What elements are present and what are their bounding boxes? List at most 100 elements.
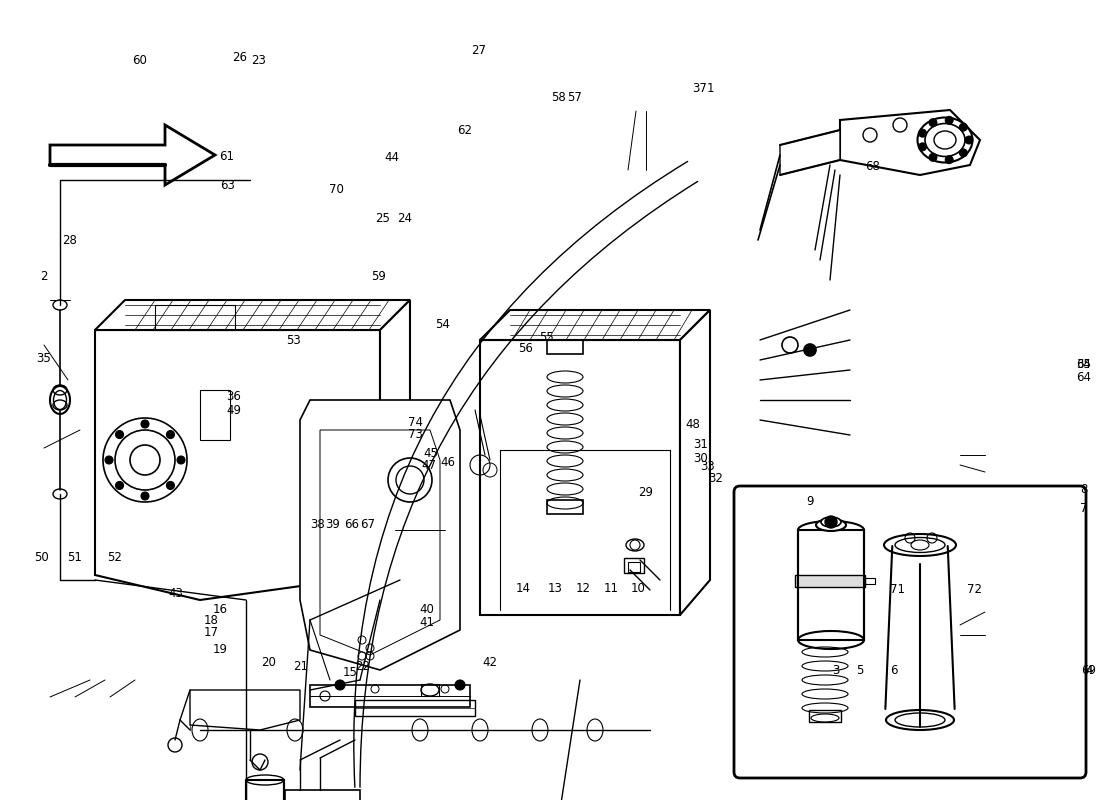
Text: 67: 67 xyxy=(360,518,375,531)
Text: 47: 47 xyxy=(421,459,437,472)
Text: 64: 64 xyxy=(1076,371,1091,384)
Text: 35: 35 xyxy=(36,352,52,365)
Text: 55: 55 xyxy=(539,331,554,344)
Bar xyxy=(310,685,470,707)
Text: 26: 26 xyxy=(232,51,248,64)
Circle shape xyxy=(166,430,175,438)
Bar xyxy=(798,530,864,640)
Text: 43: 43 xyxy=(168,587,184,600)
Polygon shape xyxy=(50,125,215,185)
Polygon shape xyxy=(379,300,410,575)
Circle shape xyxy=(930,118,937,126)
Circle shape xyxy=(141,420,149,428)
Polygon shape xyxy=(395,490,446,570)
Text: 30: 30 xyxy=(693,452,708,465)
FancyBboxPatch shape xyxy=(734,486,1086,778)
Text: 51: 51 xyxy=(67,551,82,564)
Text: 3: 3 xyxy=(833,664,839,677)
Text: 19: 19 xyxy=(212,643,228,656)
Text: 5: 5 xyxy=(857,664,864,677)
Text: 52: 52 xyxy=(107,551,122,564)
Text: 41: 41 xyxy=(419,616,435,629)
Text: 32: 32 xyxy=(708,472,724,485)
Text: 56: 56 xyxy=(518,342,534,354)
Polygon shape xyxy=(300,400,460,670)
Text: 20: 20 xyxy=(261,656,276,669)
Polygon shape xyxy=(95,330,380,600)
Circle shape xyxy=(177,456,185,464)
Bar xyxy=(624,558,644,573)
Text: 48: 48 xyxy=(685,418,701,430)
Text: 46: 46 xyxy=(440,456,455,469)
Text: 10: 10 xyxy=(630,582,646,594)
Text: 22: 22 xyxy=(355,660,371,673)
Circle shape xyxy=(455,680,465,690)
Text: 16: 16 xyxy=(212,603,228,616)
Circle shape xyxy=(965,136,974,144)
Text: 14: 14 xyxy=(516,582,531,594)
Bar xyxy=(355,700,475,716)
Bar xyxy=(795,575,865,587)
Text: 8: 8 xyxy=(1080,483,1087,496)
Text: 36: 36 xyxy=(226,390,241,402)
Bar xyxy=(200,390,230,440)
Circle shape xyxy=(918,129,926,137)
Text: 33: 33 xyxy=(700,460,715,473)
Text: 54: 54 xyxy=(434,318,450,330)
Text: 42: 42 xyxy=(482,656,497,669)
Text: 70: 70 xyxy=(329,183,344,196)
Text: 58: 58 xyxy=(551,91,566,104)
Text: 25: 25 xyxy=(375,212,390,225)
Bar xyxy=(865,578,874,584)
Text: 31: 31 xyxy=(693,438,708,450)
Bar xyxy=(547,500,583,514)
Circle shape xyxy=(918,143,926,151)
Text: 29: 29 xyxy=(638,486,653,498)
Text: 15: 15 xyxy=(342,666,358,678)
Bar xyxy=(547,340,583,354)
Text: 24: 24 xyxy=(397,212,412,225)
Text: 66: 66 xyxy=(344,518,360,531)
Circle shape xyxy=(116,430,123,438)
Ellipse shape xyxy=(821,517,842,527)
Circle shape xyxy=(959,149,967,157)
Text: 18: 18 xyxy=(204,614,219,626)
Circle shape xyxy=(166,482,175,490)
Bar xyxy=(421,684,439,696)
Circle shape xyxy=(825,516,837,528)
Text: 61: 61 xyxy=(219,150,234,163)
Text: 1: 1 xyxy=(707,82,714,95)
Text: 34: 34 xyxy=(1076,358,1091,370)
Polygon shape xyxy=(320,430,440,655)
Text: 57: 57 xyxy=(566,91,582,104)
Text: 21: 21 xyxy=(293,660,308,673)
Circle shape xyxy=(116,482,123,490)
Polygon shape xyxy=(480,340,680,615)
Text: 12: 12 xyxy=(575,582,591,594)
Text: 60: 60 xyxy=(132,54,147,66)
Text: 72: 72 xyxy=(967,583,982,596)
Text: 38: 38 xyxy=(310,518,326,531)
Text: 39: 39 xyxy=(324,518,340,531)
Text: 44: 44 xyxy=(384,151,399,164)
Circle shape xyxy=(945,116,954,124)
Text: 73: 73 xyxy=(408,428,424,441)
Bar xyxy=(628,562,640,572)
Text: 69: 69 xyxy=(1081,664,1097,677)
Circle shape xyxy=(104,456,113,464)
Text: 7: 7 xyxy=(1080,502,1087,514)
Text: 53: 53 xyxy=(286,334,301,346)
Bar xyxy=(246,780,284,800)
Text: 71: 71 xyxy=(890,583,905,596)
Circle shape xyxy=(930,154,937,162)
Text: 65: 65 xyxy=(1076,358,1091,370)
Text: 23: 23 xyxy=(251,54,266,66)
Text: 45: 45 xyxy=(424,447,439,460)
Circle shape xyxy=(945,156,954,164)
Text: 59: 59 xyxy=(371,270,386,282)
Text: 27: 27 xyxy=(471,44,486,57)
Polygon shape xyxy=(680,310,710,615)
Text: 9: 9 xyxy=(806,495,813,508)
Circle shape xyxy=(959,123,967,131)
Text: 40: 40 xyxy=(419,603,435,616)
